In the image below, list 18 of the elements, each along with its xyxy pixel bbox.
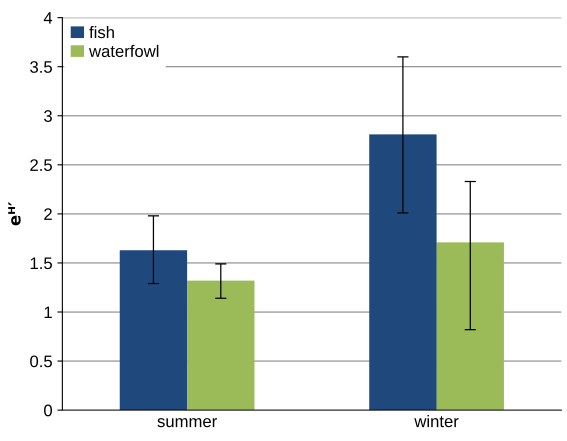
y-tick-label: 3 (44, 110, 52, 122)
y-tick-label: 0.5 (30, 355, 52, 368)
bar (120, 250, 188, 410)
y-tick-label: 1.5 (30, 258, 52, 270)
x-tick-label: winter (414, 414, 459, 428)
legend-label: fish (89, 26, 114, 38)
y-axis-title: eᴴ′ (8, 202, 21, 226)
legend-label: waterfowl (89, 44, 158, 58)
bar (436, 242, 504, 410)
y-tick-label: 2.5 (30, 159, 52, 172)
x-tick-label: summer (157, 418, 217, 428)
bar (369, 134, 437, 410)
y-tick-label: 1 (44, 306, 52, 318)
y-tick-label: 0 (44, 404, 52, 416)
y-tick-label: 2 (44, 208, 52, 220)
y-tick-label: 3.5 (30, 61, 52, 73)
y-tick-label: 4 (44, 12, 52, 24)
bar (187, 280, 254, 410)
